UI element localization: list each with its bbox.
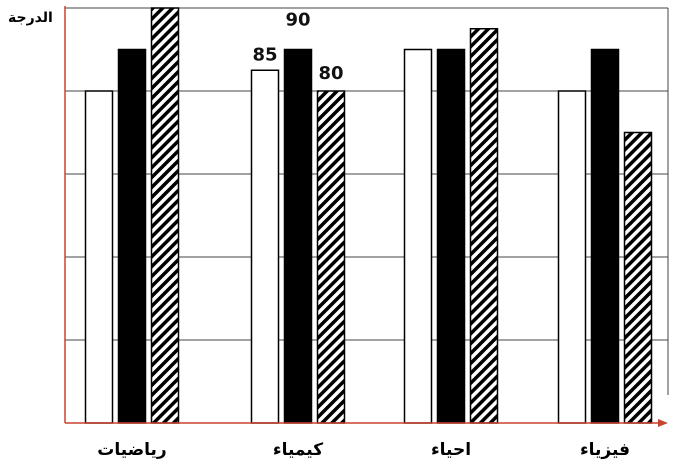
x-axis-arrow: [658, 419, 668, 427]
bar-white: [557, 90, 587, 424]
bar-black: [117, 48, 147, 424]
y-axis-title: الدرجة: [8, 10, 53, 26]
bar-black: [436, 48, 466, 424]
bar-hatched: [623, 131, 653, 424]
data-label: 80: [318, 63, 343, 84]
x-tick-label: كيمياء: [273, 440, 323, 460]
bar-white: [84, 90, 114, 424]
x-tick-label: رياضيات: [97, 440, 166, 460]
bar-white: [403, 48, 433, 424]
data-label: 90: [285, 10, 310, 31]
bar-white: [250, 69, 280, 424]
bar-hatched: [150, 7, 180, 424]
bar-hatched: [469, 28, 499, 424]
bar-black: [590, 48, 620, 424]
bar-hatched: [316, 90, 346, 424]
x-tick-label: احياء: [431, 440, 471, 460]
bar-black: [283, 48, 313, 424]
data-label: 85: [252, 44, 277, 65]
x-tick-label: فيزياء: [580, 440, 630, 460]
